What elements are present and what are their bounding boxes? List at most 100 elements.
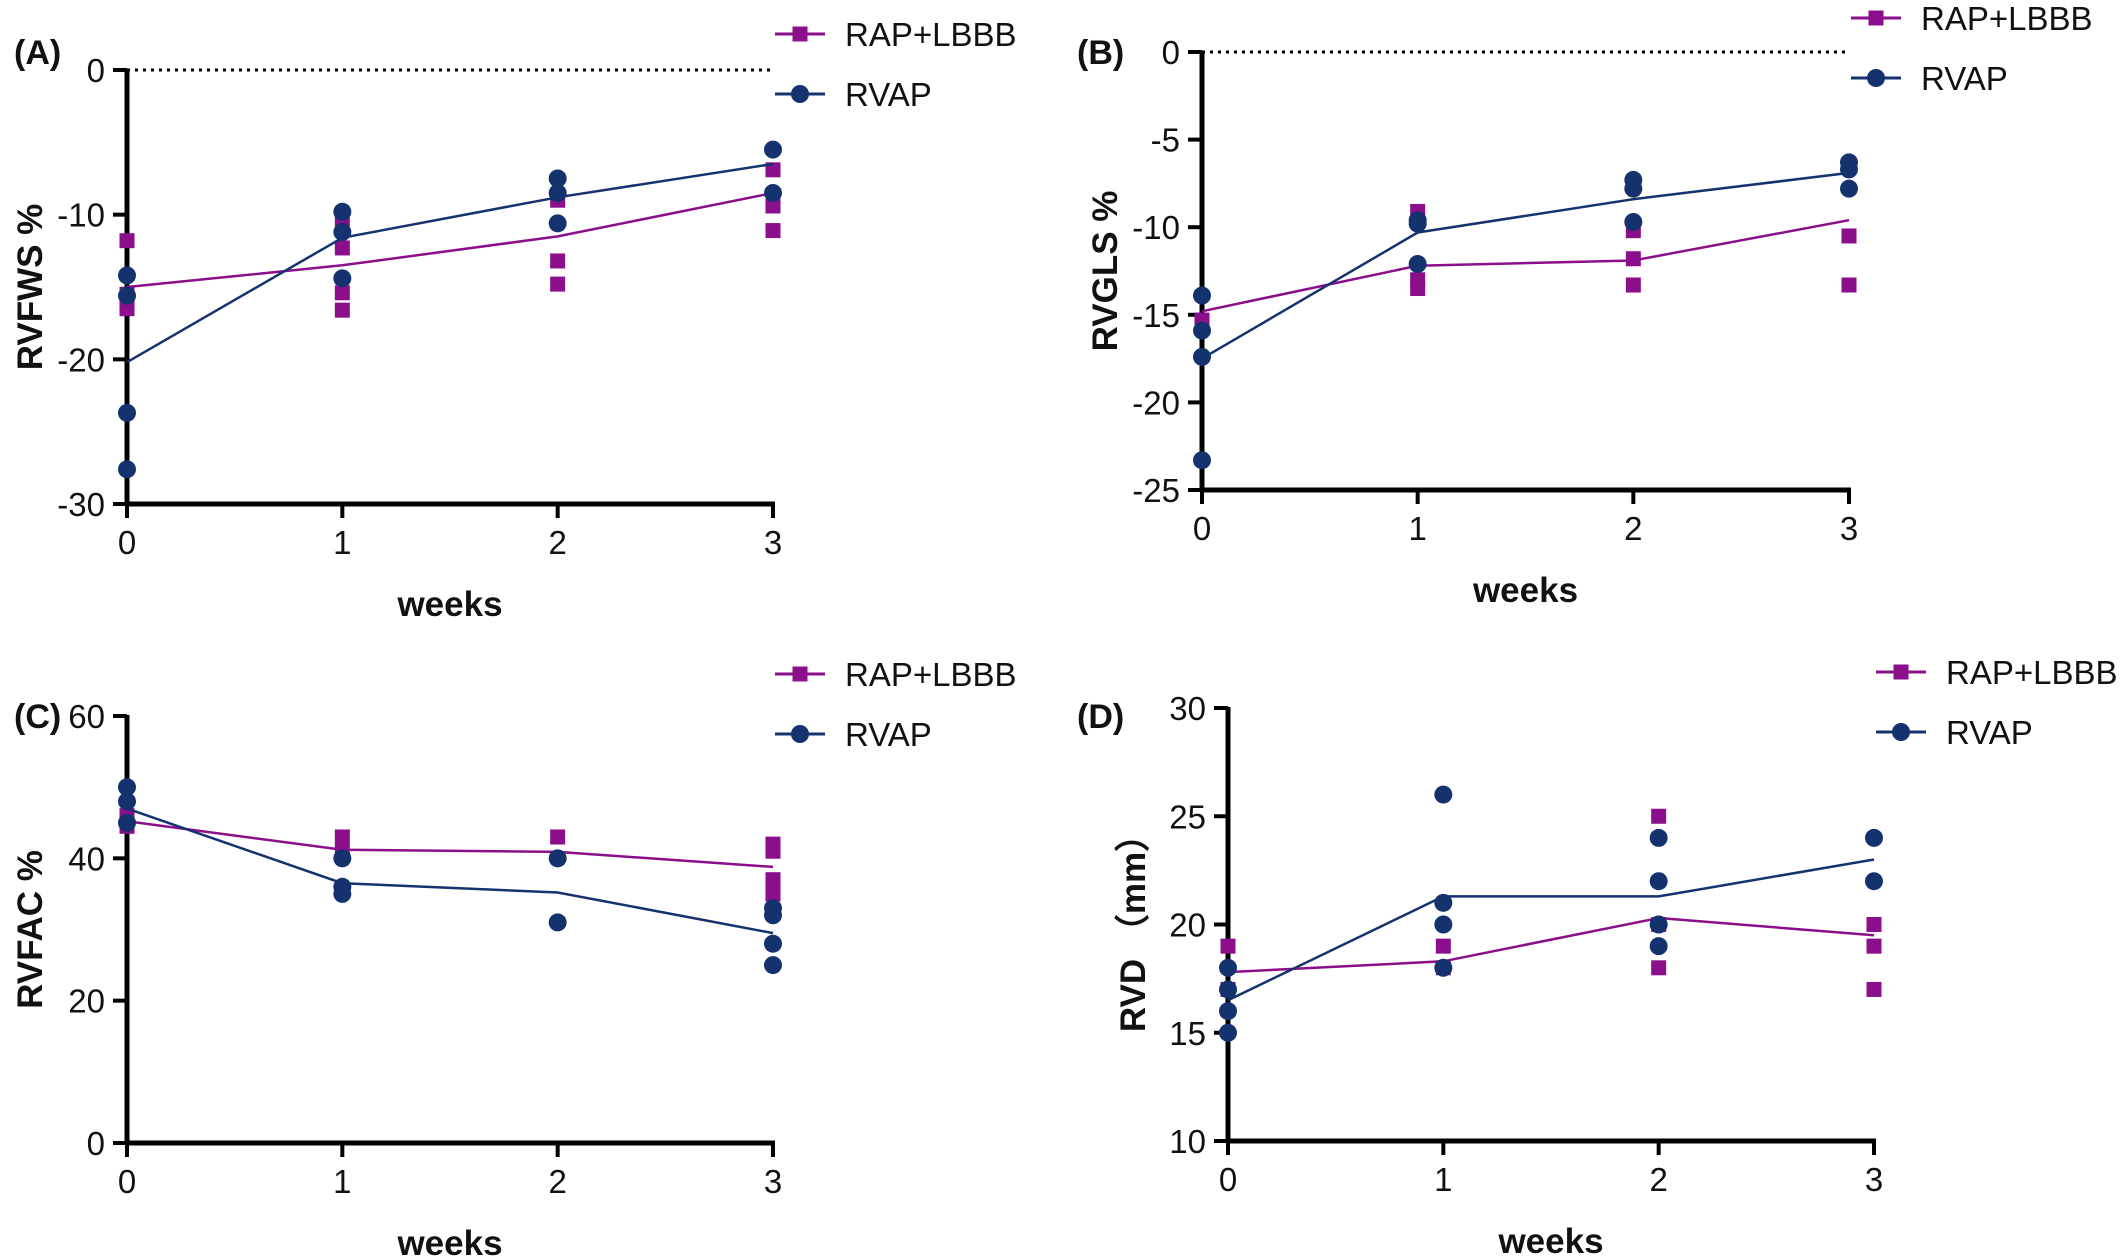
data-point-rap-lbbb [765, 872, 781, 888]
data-point-rvap [1840, 160, 1858, 179]
y-tick-label: 0 [1162, 34, 1180, 71]
y-tick-label: 15 [1169, 1015, 1206, 1052]
y-tick-label: 0 [87, 1125, 105, 1162]
data-point-rap-lbbb [765, 886, 781, 902]
data-point-rvap [118, 266, 136, 285]
data-point-rap-lbbb [334, 829, 350, 845]
data-point-rvap [1219, 1002, 1237, 1021]
x-tick-label: 0 [118, 524, 136, 561]
data-point-rvap [118, 286, 136, 305]
data-point-rap-lbbb [1866, 981, 1882, 997]
data-point-rap-lbbb [1435, 938, 1451, 954]
data-point-rvap [1434, 893, 1453, 912]
x-tick-label: 0 [1193, 510, 1211, 547]
series-line-rvap [1227, 858, 1875, 1002]
data-point-rap-lbbb [1841, 228, 1857, 244]
data-point-rap-lbbb [1651, 960, 1667, 976]
data-point-rap-lbbb [1866, 917, 1882, 932]
x-axis-title: weeks [396, 585, 502, 624]
panel-c: (C) 0 20 40 60 0 1 2 3 weeks RVFAC % RAP+LBBB RVAP [11, 656, 1017, 1258]
data-point-rvap [764, 906, 782, 925]
data-point-rap-lbbb [1625, 277, 1641, 293]
data-point-rvap [764, 956, 782, 975]
data-point-rvap [1408, 214, 1427, 233]
data-point-rap-lbbb [334, 285, 350, 301]
y-tick-label: 60 [68, 698, 105, 735]
data-point-rap-lbbb [1651, 808, 1667, 824]
y-tick-label: 40 [68, 840, 105, 877]
data-point-rvap [1193, 347, 1211, 366]
series-line-rap-lbbb [1201, 218, 1850, 313]
data-point-rvap [548, 169, 567, 188]
data-point-rvap [1649, 937, 1668, 956]
data-point-rap-lbbb [334, 240, 350, 256]
panel-label: (B) [1077, 34, 1124, 72]
panel-d: (D) 10 15 20 25 30 0 1 2 3 weeks RVD （mm） RAP+LBBB RV… [1077, 654, 2118, 1258]
data-point-rvap [1434, 958, 1453, 977]
y-axis-title: RVFWS % [11, 204, 50, 371]
y-tick-label: -10 [57, 197, 105, 234]
legend-marker-rap-lbbb [1893, 664, 1909, 680]
legend-marker-rvap [1892, 723, 1910, 741]
x-axis-title: weeks [1497, 1222, 1603, 1258]
data-point-rvap [333, 202, 352, 221]
data-point-rvap [1865, 872, 1883, 891]
data-point-rvap [118, 460, 136, 479]
panel-label: (A) [14, 34, 61, 72]
data-point-rvap [1624, 179, 1643, 198]
x-tick-label: 1 [1434, 1161, 1452, 1198]
y-tick-label: 20 [1169, 907, 1206, 944]
x-axis-title: weeks [396, 1224, 502, 1258]
series-line-rvap [1201, 171, 1850, 360]
x-tick-label: 3 [1865, 1161, 1883, 1198]
y-axis-title: RVGLS % [1086, 191, 1125, 352]
panel-label: (C) [14, 698, 61, 736]
y-tick-label: -20 [1132, 384, 1180, 421]
data-point-rap-lbbb [1220, 938, 1236, 954]
data-point-rap-lbbb [1410, 281, 1426, 297]
data-point-rvap [333, 849, 352, 868]
data-point-rap-lbbb [765, 162, 781, 178]
data-point-rvap [333, 269, 352, 288]
data-point-rvap [1624, 212, 1643, 231]
legend-label-rvap: RVAP [845, 76, 932, 113]
data-point-rap-lbbb [550, 829, 566, 845]
legend-label-rvap: RVAP [845, 716, 932, 753]
y-tick-label: 0 [87, 52, 105, 89]
x-tick-label: 1 [333, 1163, 351, 1200]
data-point-rap-lbbb [1866, 938, 1882, 954]
data-point-rvap [1649, 915, 1668, 934]
y-tick-label: -5 [1151, 122, 1180, 159]
x-tick-label: 2 [548, 1163, 566, 1200]
data-point-rvap [1434, 785, 1453, 804]
legend-marker-rap-lbbb [792, 666, 808, 682]
x-tick-label: 2 [548, 524, 566, 561]
data-point-rvap [333, 884, 352, 903]
legend-marker-rvap [791, 725, 809, 743]
data-point-rvap [118, 778, 136, 797]
data-point-rvap [764, 183, 782, 202]
legend-marker-rap-lbbb [1868, 10, 1884, 26]
legend-label-rap-lbbb: RAP+LBBB [845, 656, 1017, 693]
data-point-rvap [1219, 980, 1237, 999]
data-point-rvap [548, 183, 567, 202]
x-tick-label: 2 [1624, 510, 1642, 547]
y-tick-label: 20 [68, 983, 105, 1020]
x-tick-label: 3 [1840, 510, 1858, 547]
data-point-rvap [764, 934, 782, 953]
data-point-rvap [1840, 179, 1858, 198]
data-point-rvap [1408, 254, 1427, 273]
series-line-rvap [126, 162, 774, 364]
x-tick-label: 1 [333, 524, 351, 561]
x-tick-label: 1 [1408, 510, 1426, 547]
data-point-rap-lbbb [119, 233, 135, 249]
x-tick-label: 2 [1649, 1161, 1667, 1198]
legend-marker-rap-lbbb [792, 26, 808, 42]
y-tick-label: 25 [1169, 798, 1206, 835]
data-point-rap-lbbb [550, 253, 566, 269]
data-point-rvap [548, 849, 567, 868]
data-point-rap-lbbb [334, 302, 350, 318]
data-point-rvap [548, 913, 567, 932]
data-point-rvap [118, 792, 136, 811]
